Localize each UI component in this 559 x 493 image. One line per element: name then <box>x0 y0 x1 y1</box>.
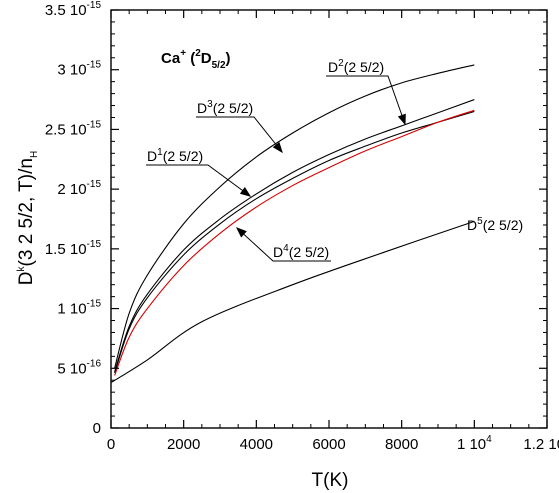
leader-d2 <box>326 75 406 125</box>
d4-sup: 4 <box>283 243 289 254</box>
series-line-2 <box>114 99 475 373</box>
d5-sup: 5 <box>477 216 483 227</box>
chart-title-paren-close: ) <box>226 50 231 67</box>
y-title-mid: (3 2 5/2, T)/n <box>16 158 37 266</box>
svg-text:D5(2 5/2): D5(2 5/2) <box>467 216 523 233</box>
d4-rest: (2 5/2) <box>289 244 329 260</box>
d4-base: D <box>273 244 283 260</box>
d1-base: D <box>147 148 157 164</box>
y-title-sub: H <box>29 151 40 158</box>
leader-d4-arrowhead <box>235 227 247 238</box>
leader-d3 <box>196 116 283 153</box>
series-line-3 <box>114 110 475 374</box>
chart-title-j: 5/2 <box>212 60 226 71</box>
x-axis-title: T(K) <box>312 470 349 491</box>
chart-title-term: D <box>201 50 212 67</box>
y-tick-label-1: 5 10-16 <box>57 358 101 377</box>
annotation-d5: D5(2 5/2) <box>467 216 523 233</box>
y-tick-label-6: 3 10-15 <box>57 60 101 79</box>
x-tick-label-6: 1.2 104 <box>523 434 559 453</box>
y-tick-label-2: 1 10-15 <box>57 299 101 318</box>
leader-d1-arrowhead <box>239 186 252 197</box>
svg-text:D4(2 5/2): D4(2 5/2) <box>273 243 329 260</box>
x-tick-label-0: 0 <box>107 436 115 453</box>
d3-rest: (2 5/2) <box>213 100 253 116</box>
series-line-5 <box>110 220 475 384</box>
x-tick-label-1: 2000 <box>167 436 200 453</box>
leader-d3-arrowhead <box>272 141 283 154</box>
d3-sup: 3 <box>207 99 213 110</box>
y-title-main: D <box>16 271 37 285</box>
chart-title-ion: Ca <box>161 50 181 67</box>
d3-base: D <box>197 100 207 116</box>
annotation-d2: D2(2 5/2) <box>328 58 384 75</box>
chart-title-multiplicity: 2 <box>195 48 201 59</box>
x-tick-label-5: 1 104 <box>457 434 492 453</box>
y-tick-label-4: 2 10-15 <box>57 179 101 198</box>
chart-title-paren-open: ( <box>186 50 195 67</box>
tick-layer: 0 2000 4000 6000 8000 1 104 1.2 104 0 5 10-16 1 1… <box>45 0 559 453</box>
svg-text:D1(2 5/2): D1(2 5/2) <box>147 147 203 164</box>
y-tick-label-5: 2.5 10-15 <box>45 119 102 138</box>
x-tick-label-4: 8000 <box>385 436 418 453</box>
series-line-1 <box>114 64 475 369</box>
y-title-sup: k <box>16 265 27 271</box>
svg-text:D2(2 5/2): D2(2 5/2) <box>328 58 384 75</box>
chart-title: Ca+ (2D5/2) <box>161 48 231 71</box>
d5-base: D <box>467 217 477 233</box>
y-tick-label-3: 1.5 10-15 <box>45 239 102 258</box>
series-line-4 <box>114 109 475 376</box>
y-axis-title: Dk(3 2 5/2, T)/nH <box>16 151 40 285</box>
annotation-d4: D4(2 5/2) <box>273 243 329 260</box>
annotation-d3: D3(2 5/2) <box>197 99 253 116</box>
leader-d4 <box>236 227 331 262</box>
d2-sup: 2 <box>338 58 344 69</box>
y-tick-label-0: 0 <box>93 420 101 437</box>
x-tick-label-2: 4000 <box>240 436 273 453</box>
d2-base: D <box>328 59 338 75</box>
x-tick-label-3: 6000 <box>312 436 345 453</box>
leader-d1 <box>146 164 251 197</box>
leader-d2-arrowhead <box>397 113 406 126</box>
d5-rest: (2 5/2) <box>483 217 523 233</box>
annotation-leaders <box>146 75 406 262</box>
d1-sup: 1 <box>157 147 163 158</box>
svg-text:D3(2 5/2): D3(2 5/2) <box>197 99 253 116</box>
y-tick-label-7: 3.5 10-15 <box>45 0 102 19</box>
series-layer <box>110 64 475 384</box>
d1-rest: (2 5/2) <box>163 148 203 164</box>
chart-title-charge: + <box>180 48 186 59</box>
d2-rest: (2 5/2) <box>344 59 384 75</box>
annotation-d1: D1(2 5/2) <box>147 147 203 164</box>
